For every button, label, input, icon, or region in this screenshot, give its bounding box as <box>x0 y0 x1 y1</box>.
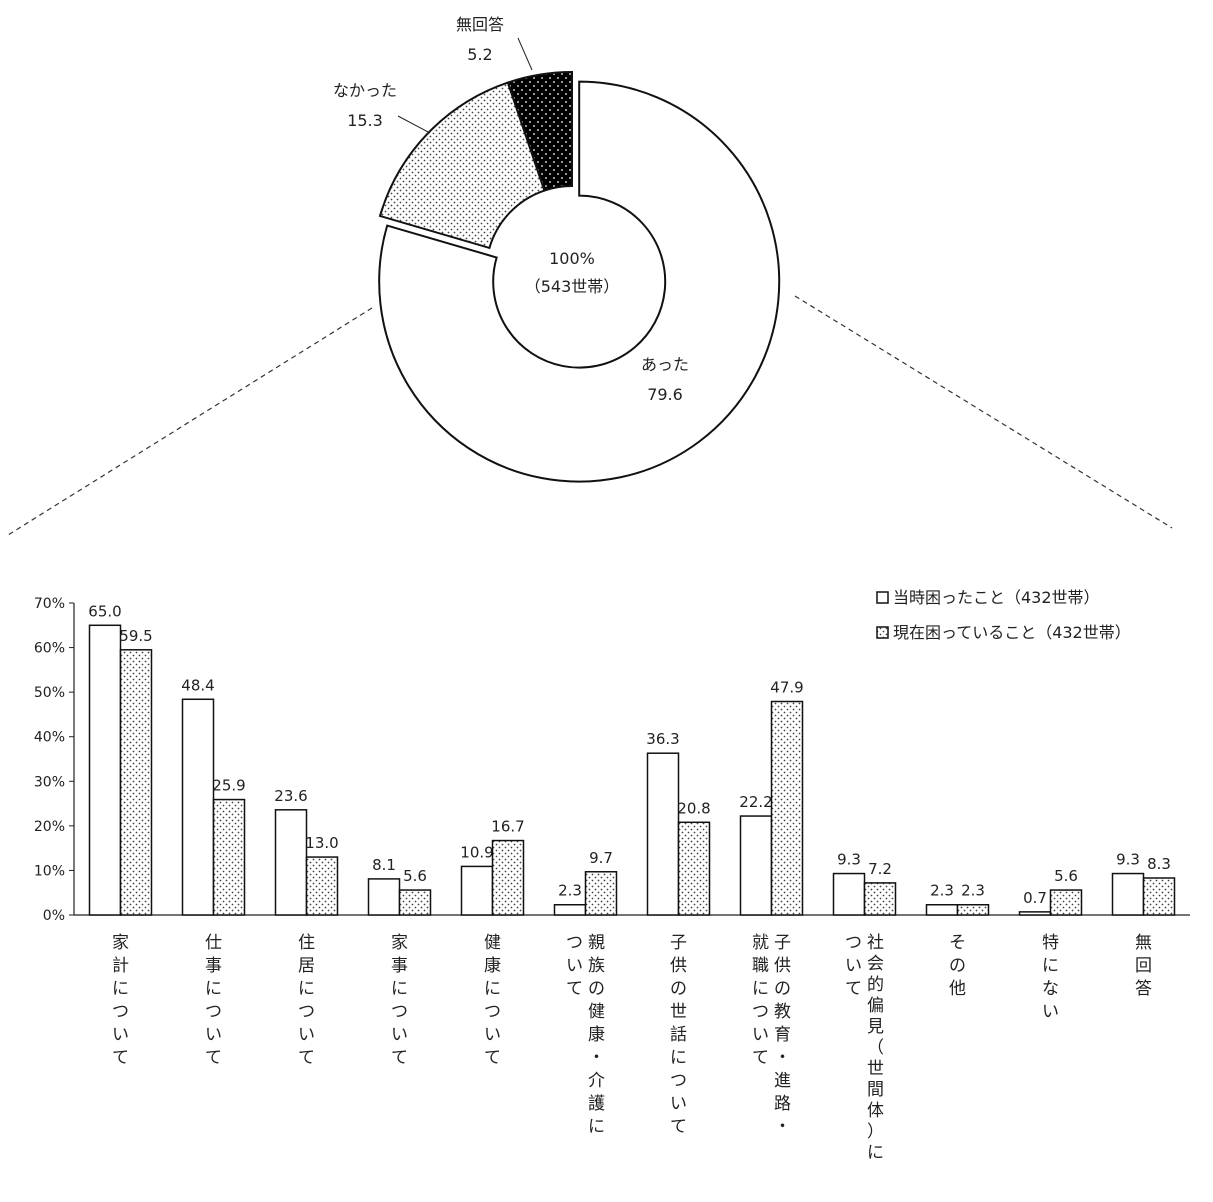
slice-label: 無回答 <box>456 15 504 34</box>
slice-label: あった <box>641 355 689 374</box>
data-label: 59.5 <box>119 627 152 645</box>
data-label: 2.3 <box>558 882 582 900</box>
data-label: 9.3 <box>1116 851 1140 869</box>
connector-line-left <box>7 307 373 536</box>
category-label: ついて <box>845 933 862 999</box>
y-tick-label: 70% <box>34 596 65 612</box>
bar <box>119 649 153 916</box>
donut-slice <box>506 70 573 192</box>
data-label: 36.3 <box>646 730 679 748</box>
data-label: 16.7 <box>491 818 524 836</box>
data-label: 0.7 <box>1023 889 1047 907</box>
bar <box>677 821 711 916</box>
legend-label: 現在困っていること（432世帯） <box>893 623 1131 642</box>
category-label: 無回答 <box>1135 933 1152 999</box>
bar <box>274 809 308 916</box>
bar <box>646 752 680 916</box>
data-label: 23.6 <box>274 787 307 805</box>
bar <box>491 839 525 916</box>
bar <box>1111 872 1145 916</box>
data-label: 13.0 <box>305 834 338 852</box>
bar <box>460 865 494 916</box>
category-label: 住居について <box>298 933 315 1068</box>
y-tick-label: 20% <box>34 819 65 835</box>
data-label: 9.7 <box>589 849 613 867</box>
donut-center-sublabel: （543世帯） <box>525 277 620 296</box>
leader-line <box>517 37 533 71</box>
bar <box>553 903 587 916</box>
leader-line <box>397 115 431 134</box>
data-label: 65.0 <box>88 602 121 620</box>
bar <box>863 882 897 916</box>
bar <box>770 700 804 916</box>
category-label: 仕事について <box>205 933 222 1068</box>
data-label: 5.6 <box>403 867 427 885</box>
y-tick-label: 50% <box>34 685 65 701</box>
bar <box>832 872 866 916</box>
data-label: 9.3 <box>837 851 861 869</box>
data-label: 8.3 <box>1147 855 1171 873</box>
bar <box>925 903 959 916</box>
data-label: 5.6 <box>1054 867 1078 885</box>
category-label: 特にない <box>1042 933 1059 1022</box>
y-tick-label: 60% <box>34 641 65 657</box>
bar <box>1018 911 1052 916</box>
bar <box>1142 877 1176 916</box>
slice-value-label: 15.3 <box>347 111 383 130</box>
bar <box>398 889 432 916</box>
bar <box>212 798 246 916</box>
bar <box>88 624 122 916</box>
category-label: 家事について <box>391 933 408 1068</box>
bar <box>367 878 401 916</box>
donut-chart: あった 79.6 なかった 15.3 無回答 5.2 100% （543世帯） <box>333 15 781 483</box>
data-label: 25.9 <box>212 777 245 795</box>
data-label: 48.4 <box>181 676 214 694</box>
category-label: その他 <box>949 933 966 999</box>
y-tick-label: 0% <box>43 908 65 924</box>
bar <box>1049 889 1083 916</box>
data-label: 20.8 <box>677 799 710 817</box>
data-label: 47.9 <box>770 679 803 697</box>
bar <box>739 815 773 916</box>
connector-line-right <box>794 295 1173 529</box>
y-tick-label: 30% <box>34 774 65 790</box>
data-label: 8.1 <box>372 856 396 874</box>
data-label: 2.3 <box>961 882 985 900</box>
legend-label: 当時困ったこと（432世帯） <box>893 588 1100 607</box>
category-label: 親族の健康・介護に <box>588 933 605 1137</box>
category-label: 家計について <box>112 933 129 1068</box>
legend-swatch <box>876 626 889 639</box>
bar <box>584 871 618 916</box>
donut-center-label: 100% <box>549 249 595 268</box>
legend-swatch <box>876 591 889 604</box>
slice-value-label: 5.2 <box>467 45 492 64</box>
category-label: 健康について <box>484 933 501 1068</box>
y-tick-label: 10% <box>34 863 65 879</box>
category-label: 子供の教育・進路・ <box>774 933 791 1137</box>
category-label: 社会的偏見（世間体）に <box>867 933 884 1163</box>
data-label: 2.3 <box>930 882 954 900</box>
slice-label: なかった <box>333 81 397 100</box>
category-label: ついて <box>566 933 583 999</box>
y-tick-label: 40% <box>34 730 65 746</box>
bar <box>305 856 339 916</box>
bar <box>956 903 990 916</box>
category-label: 就職について <box>752 933 769 1068</box>
slice-value-label: 79.6 <box>647 385 683 404</box>
category-label: 子供の世話について <box>670 933 687 1137</box>
data-label: 10.9 <box>460 843 493 861</box>
bar-chart: 0% 10% 20% 30% 40% 50% 60% 70% 65.0 59.5 家計について 48.… <box>34 596 1190 1163</box>
bar <box>181 698 215 916</box>
donut-slice <box>378 80 781 483</box>
data-label: 7.2 <box>868 860 892 878</box>
donut-slice <box>378 81 546 250</box>
data-label: 22.2 <box>739 793 772 811</box>
legend: 当時困ったこと（432世帯） 現在困っていること（432世帯） <box>876 588 1131 642</box>
